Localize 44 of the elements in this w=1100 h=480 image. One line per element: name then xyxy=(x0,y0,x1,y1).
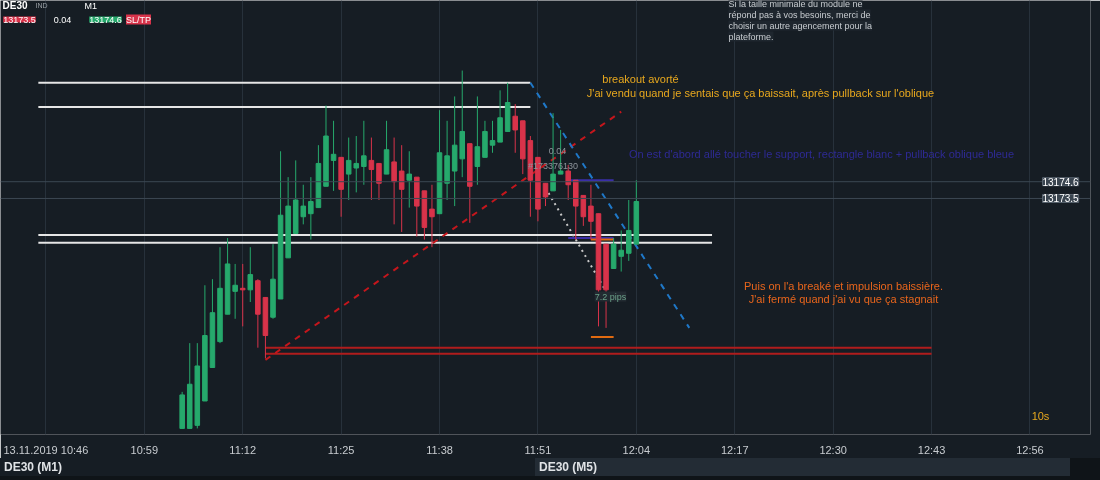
x-tick-label: 11:38 xyxy=(426,443,453,456)
x-tick-label: 11:12 xyxy=(229,443,257,456)
ref-line-label: 13173.5 xyxy=(1042,193,1080,205)
candlestick xyxy=(361,120,367,186)
x-tick-label: 10:59 xyxy=(130,443,159,456)
candlestick xyxy=(512,103,518,154)
candlestick xyxy=(429,184,435,248)
candlestick xyxy=(542,182,549,207)
candlestick xyxy=(247,246,254,303)
candlestick xyxy=(489,120,496,154)
annotation: On est d'abord allé toucher le support, rectangle blanc + pullback oblique bleue xyxy=(628,147,1015,160)
candlestick xyxy=(239,263,246,327)
x-tick-label: 11:51 xyxy=(524,443,552,456)
annotation: Puis on l'a breaké et impulsion baissière. xyxy=(744,279,943,292)
x-tick-label: 13.11.2019 10:46 xyxy=(3,443,89,456)
annotation: M1 xyxy=(84,0,98,11)
annotation: 10s xyxy=(1031,409,1050,422)
text: DE30 (M5) xyxy=(535,458,1070,476)
annotation: J'ai vendu quand je sentais que ça baissait, après pullback sur l'oblique xyxy=(586,86,935,99)
x-tick-label: 11:25 xyxy=(327,443,355,456)
annotation: 13174.6 xyxy=(89,14,122,25)
candlestick xyxy=(391,137,397,225)
candlestick xyxy=(376,162,382,201)
x-tick-label: 12:43 xyxy=(917,443,946,456)
candlestick xyxy=(330,120,337,192)
candlestick xyxy=(406,150,413,209)
x-tick-label: 12:56 xyxy=(1016,443,1044,456)
text: DE30 (M1) xyxy=(0,458,535,476)
x-tick-label: 12:30 xyxy=(819,443,847,456)
annotation: SL/TP xyxy=(126,14,152,25)
candlestick xyxy=(588,184,594,241)
ref-line-label: 13174.6 xyxy=(1042,176,1080,188)
x-tick-label: 12:04 xyxy=(622,443,651,456)
annotation: breakout avorté xyxy=(602,72,679,85)
annotation: Si la taille minimale du module ne répond pas à vos besoins, merci de choisir un autre agencement pour la plateforme. xyxy=(728,0,873,42)
annotation: 0.04 xyxy=(53,14,72,25)
annotation: 7.2 pips xyxy=(594,291,627,302)
annotation: 13173.5 xyxy=(3,14,36,25)
x-tick-label: 12:17 xyxy=(720,443,749,456)
annotation: DE30 xyxy=(2,0,28,11)
candlestick xyxy=(398,144,405,233)
candlestick xyxy=(474,95,481,186)
candlestick xyxy=(368,137,375,201)
annotation: J'ai fermé quand j'ai vu que ça stagnait xyxy=(748,292,939,305)
